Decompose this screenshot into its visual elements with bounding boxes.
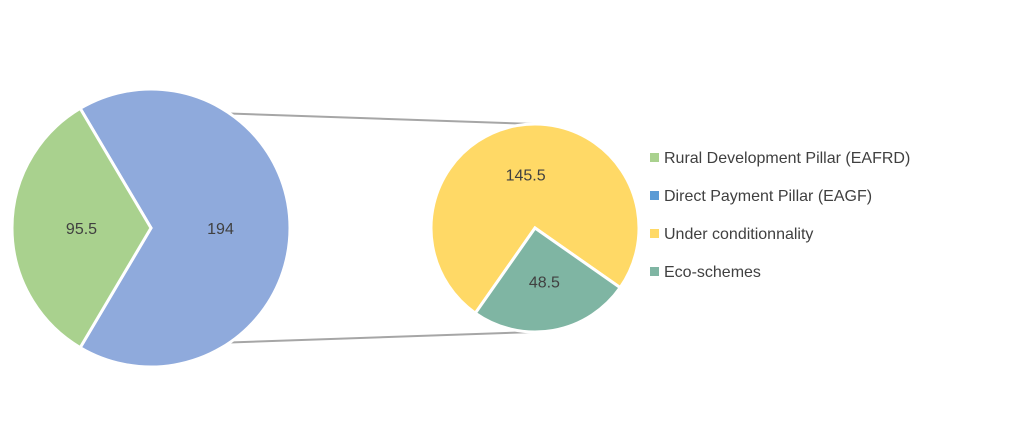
legend-label-direct-payment-pillar-eagf: Direct Payment Pillar (EAGF) bbox=[664, 188, 872, 205]
legend-swatch-under-conditionnality bbox=[650, 229, 659, 238]
main-slice-rural-development-pillar-eafrd bbox=[10, 106, 153, 350]
main-slice-direct-payment-pillar-eagf bbox=[78, 87, 292, 369]
main-slice-label-direct-payment-pillar-eagf: 194 bbox=[207, 221, 234, 238]
secondary-pie: 145.5 48.5 bbox=[429, 122, 641, 334]
legend-swatch-eco-schemes bbox=[650, 267, 659, 276]
legend: Rural Development Pillar (EAFRD) Direct P… bbox=[650, 150, 910, 281]
legend-label-rural-development-pillar-eafrd: Rural Development Pillar (EAFRD) bbox=[664, 150, 910, 167]
legend-swatch-direct-payment-pillar-eagf bbox=[650, 191, 659, 200]
legend-label-under-conditionnality: Under conditionnality bbox=[664, 226, 813, 243]
secondary-slice-under-conditionnality bbox=[429, 122, 641, 316]
secondary-slice-eco-schemes bbox=[473, 225, 623, 334]
main-slice-label-rural-development-pillar-eafrd: 95.5 bbox=[66, 221, 97, 238]
secondary-slice-label-under-conditionnality: 145.5 bbox=[506, 168, 546, 185]
secondary-slice-label-eco-schemes: 48.5 bbox=[529, 274, 560, 291]
legend-label-eco-schemes: Eco-schemes bbox=[664, 264, 761, 281]
main-pie: 194 95.5 bbox=[10, 87, 292, 369]
legend-swatch-rural-development-pillar-eafrd bbox=[650, 153, 659, 162]
